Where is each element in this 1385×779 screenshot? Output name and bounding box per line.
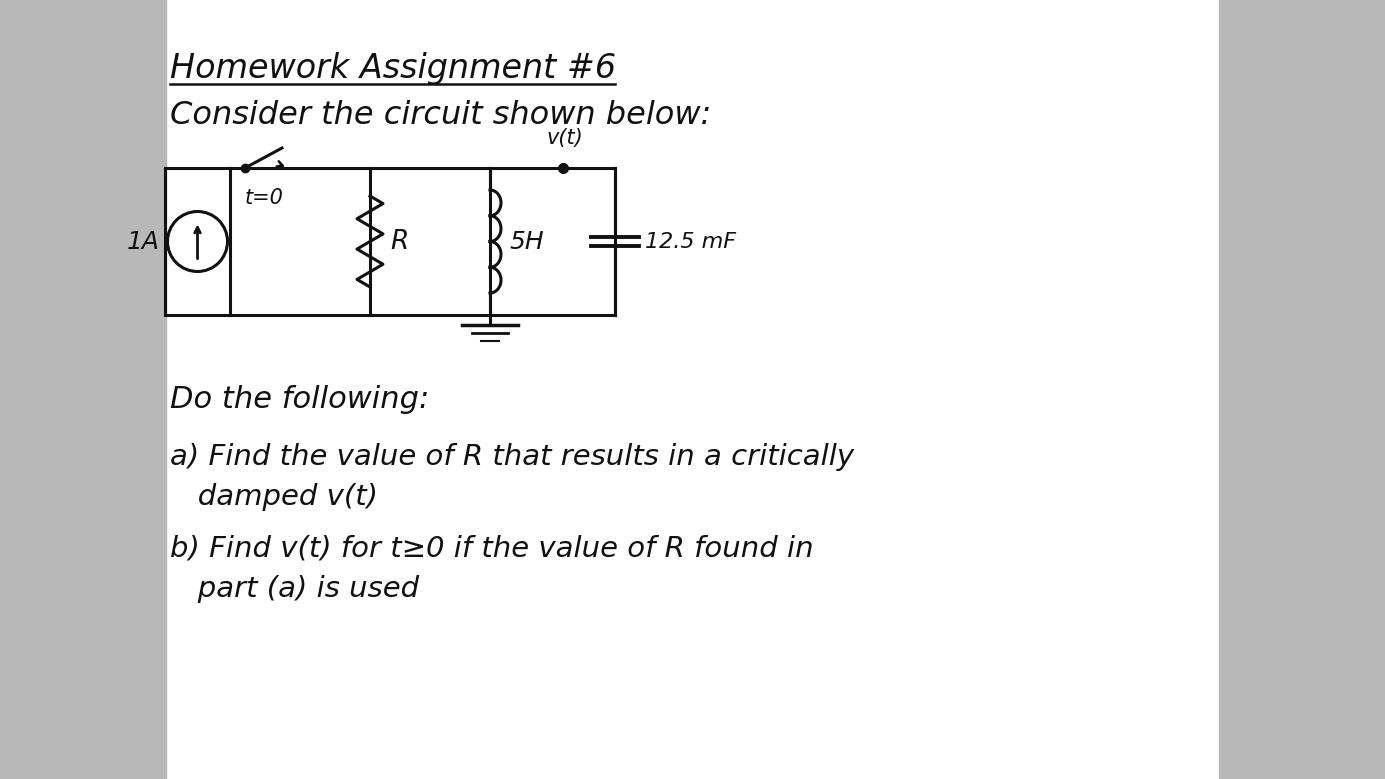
Text: b) Find v(t) for t≥0 if the value of R found in: b) Find v(t) for t≥0 if the value of R f… bbox=[170, 535, 813, 563]
Text: Consider the circuit shown below:: Consider the circuit shown below: bbox=[170, 100, 712, 131]
Text: part (a) is used: part (a) is used bbox=[170, 575, 420, 603]
Text: 1A: 1A bbox=[126, 230, 159, 253]
Bar bbox=[1219, 0, 1385, 779]
Text: Do the following:: Do the following: bbox=[170, 385, 429, 414]
Text: 5H: 5H bbox=[510, 230, 544, 253]
Bar bbox=[0, 0, 166, 779]
Text: damped v(t): damped v(t) bbox=[170, 483, 378, 511]
Text: v(t): v(t) bbox=[546, 128, 583, 148]
Text: R: R bbox=[391, 228, 409, 255]
Text: a) Find the value of R that results in a critically: a) Find the value of R that results in a… bbox=[170, 443, 855, 471]
Text: t=0: t=0 bbox=[245, 188, 284, 208]
Text: Homework Assignment #6: Homework Assignment #6 bbox=[170, 52, 616, 85]
Text: 12.5 mF: 12.5 mF bbox=[645, 231, 735, 252]
